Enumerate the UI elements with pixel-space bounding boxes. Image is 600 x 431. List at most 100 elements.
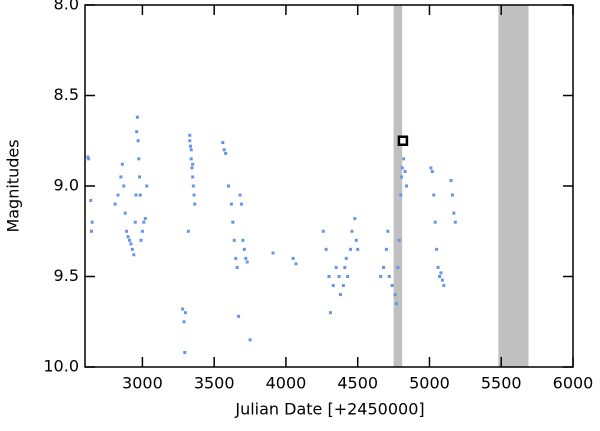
- point: [87, 157, 91, 161]
- point: [188, 144, 192, 148]
- point: [452, 211, 456, 215]
- point: [403, 170, 407, 174]
- point: [331, 284, 335, 288]
- point: [430, 170, 434, 174]
- point: [227, 184, 231, 188]
- point: [327, 275, 331, 278]
- point: [237, 314, 241, 318]
- point: [119, 175, 123, 179]
- point: [129, 242, 133, 246]
- point: [189, 148, 193, 152]
- point: [334, 265, 338, 269]
- point: [271, 251, 275, 255]
- point: [241, 238, 245, 242]
- point: [350, 229, 354, 233]
- point: [139, 238, 143, 242]
- point: [191, 162, 195, 166]
- point: [234, 256, 238, 260]
- point: [191, 175, 195, 179]
- point: [186, 229, 190, 233]
- point: [89, 198, 93, 202]
- point: [189, 157, 193, 161]
- point: [188, 139, 192, 143]
- point: [245, 260, 249, 264]
- point: [138, 175, 142, 179]
- point: [436, 265, 440, 269]
- point: [399, 193, 403, 197]
- point: [192, 193, 196, 197]
- point: [138, 193, 142, 197]
- point: [133, 220, 137, 224]
- y-tick-label: 10.0: [43, 357, 79, 376]
- point: [386, 229, 390, 233]
- point: [135, 115, 139, 119]
- point: [384, 247, 388, 251]
- point: [142, 220, 146, 224]
- point: [294, 262, 298, 266]
- point: [140, 229, 144, 233]
- point: [449, 179, 453, 183]
- point: [235, 265, 239, 269]
- point: [132, 253, 136, 257]
- point: [400, 166, 404, 170]
- point: [222, 148, 226, 152]
- point: [145, 184, 149, 188]
- point: [450, 193, 454, 197]
- point: [113, 202, 117, 206]
- shaded-region: [498, 5, 529, 367]
- point: [89, 229, 93, 233]
- point: [86, 155, 90, 159]
- point: [224, 151, 228, 155]
- point: [396, 265, 400, 269]
- point: [343, 265, 347, 269]
- point: [116, 193, 120, 197]
- point: [435, 247, 439, 251]
- point: [134, 193, 138, 197]
- point: [382, 265, 386, 269]
- point: [181, 307, 185, 311]
- point: [338, 293, 342, 297]
- point: [399, 175, 403, 179]
- point: [354, 238, 358, 242]
- y-tick-label: 9.0: [54, 176, 79, 195]
- x-tick-label: 5500: [481, 374, 522, 393]
- point: [346, 275, 350, 278]
- y-tick-label: 8.0: [54, 0, 79, 14]
- point: [387, 275, 391, 278]
- x-tick-label: 4000: [266, 374, 307, 393]
- point: [328, 311, 332, 315]
- point: [122, 184, 126, 188]
- point: [136, 139, 140, 143]
- point: [393, 293, 397, 297]
- point: [433, 220, 437, 224]
- point: [193, 202, 197, 206]
- point: [127, 238, 131, 242]
- point: [135, 130, 139, 134]
- point: [123, 211, 127, 215]
- point: [229, 202, 233, 206]
- point: [143, 217, 147, 221]
- point: [432, 193, 436, 197]
- point: [238, 193, 242, 197]
- point: [453, 220, 457, 224]
- point: [183, 311, 187, 315]
- y-tick-label: 9.5: [54, 266, 79, 285]
- point: [232, 238, 236, 242]
- x-tick-label: 4500: [337, 374, 378, 393]
- point: [439, 271, 443, 275]
- point: [125, 229, 129, 233]
- point: [221, 141, 225, 145]
- shaded-region: [393, 5, 403, 367]
- highlight-marker: [397, 135, 409, 146]
- x-tick-label: 5000: [409, 374, 450, 393]
- point: [130, 247, 134, 251]
- point: [353, 217, 357, 221]
- point: [182, 320, 186, 324]
- point: [90, 220, 94, 224]
- point: [244, 256, 248, 260]
- point: [190, 166, 194, 170]
- x-axis-label: Julian Date [+2450000]: [234, 400, 424, 419]
- point: [120, 162, 124, 166]
- point: [248, 338, 252, 342]
